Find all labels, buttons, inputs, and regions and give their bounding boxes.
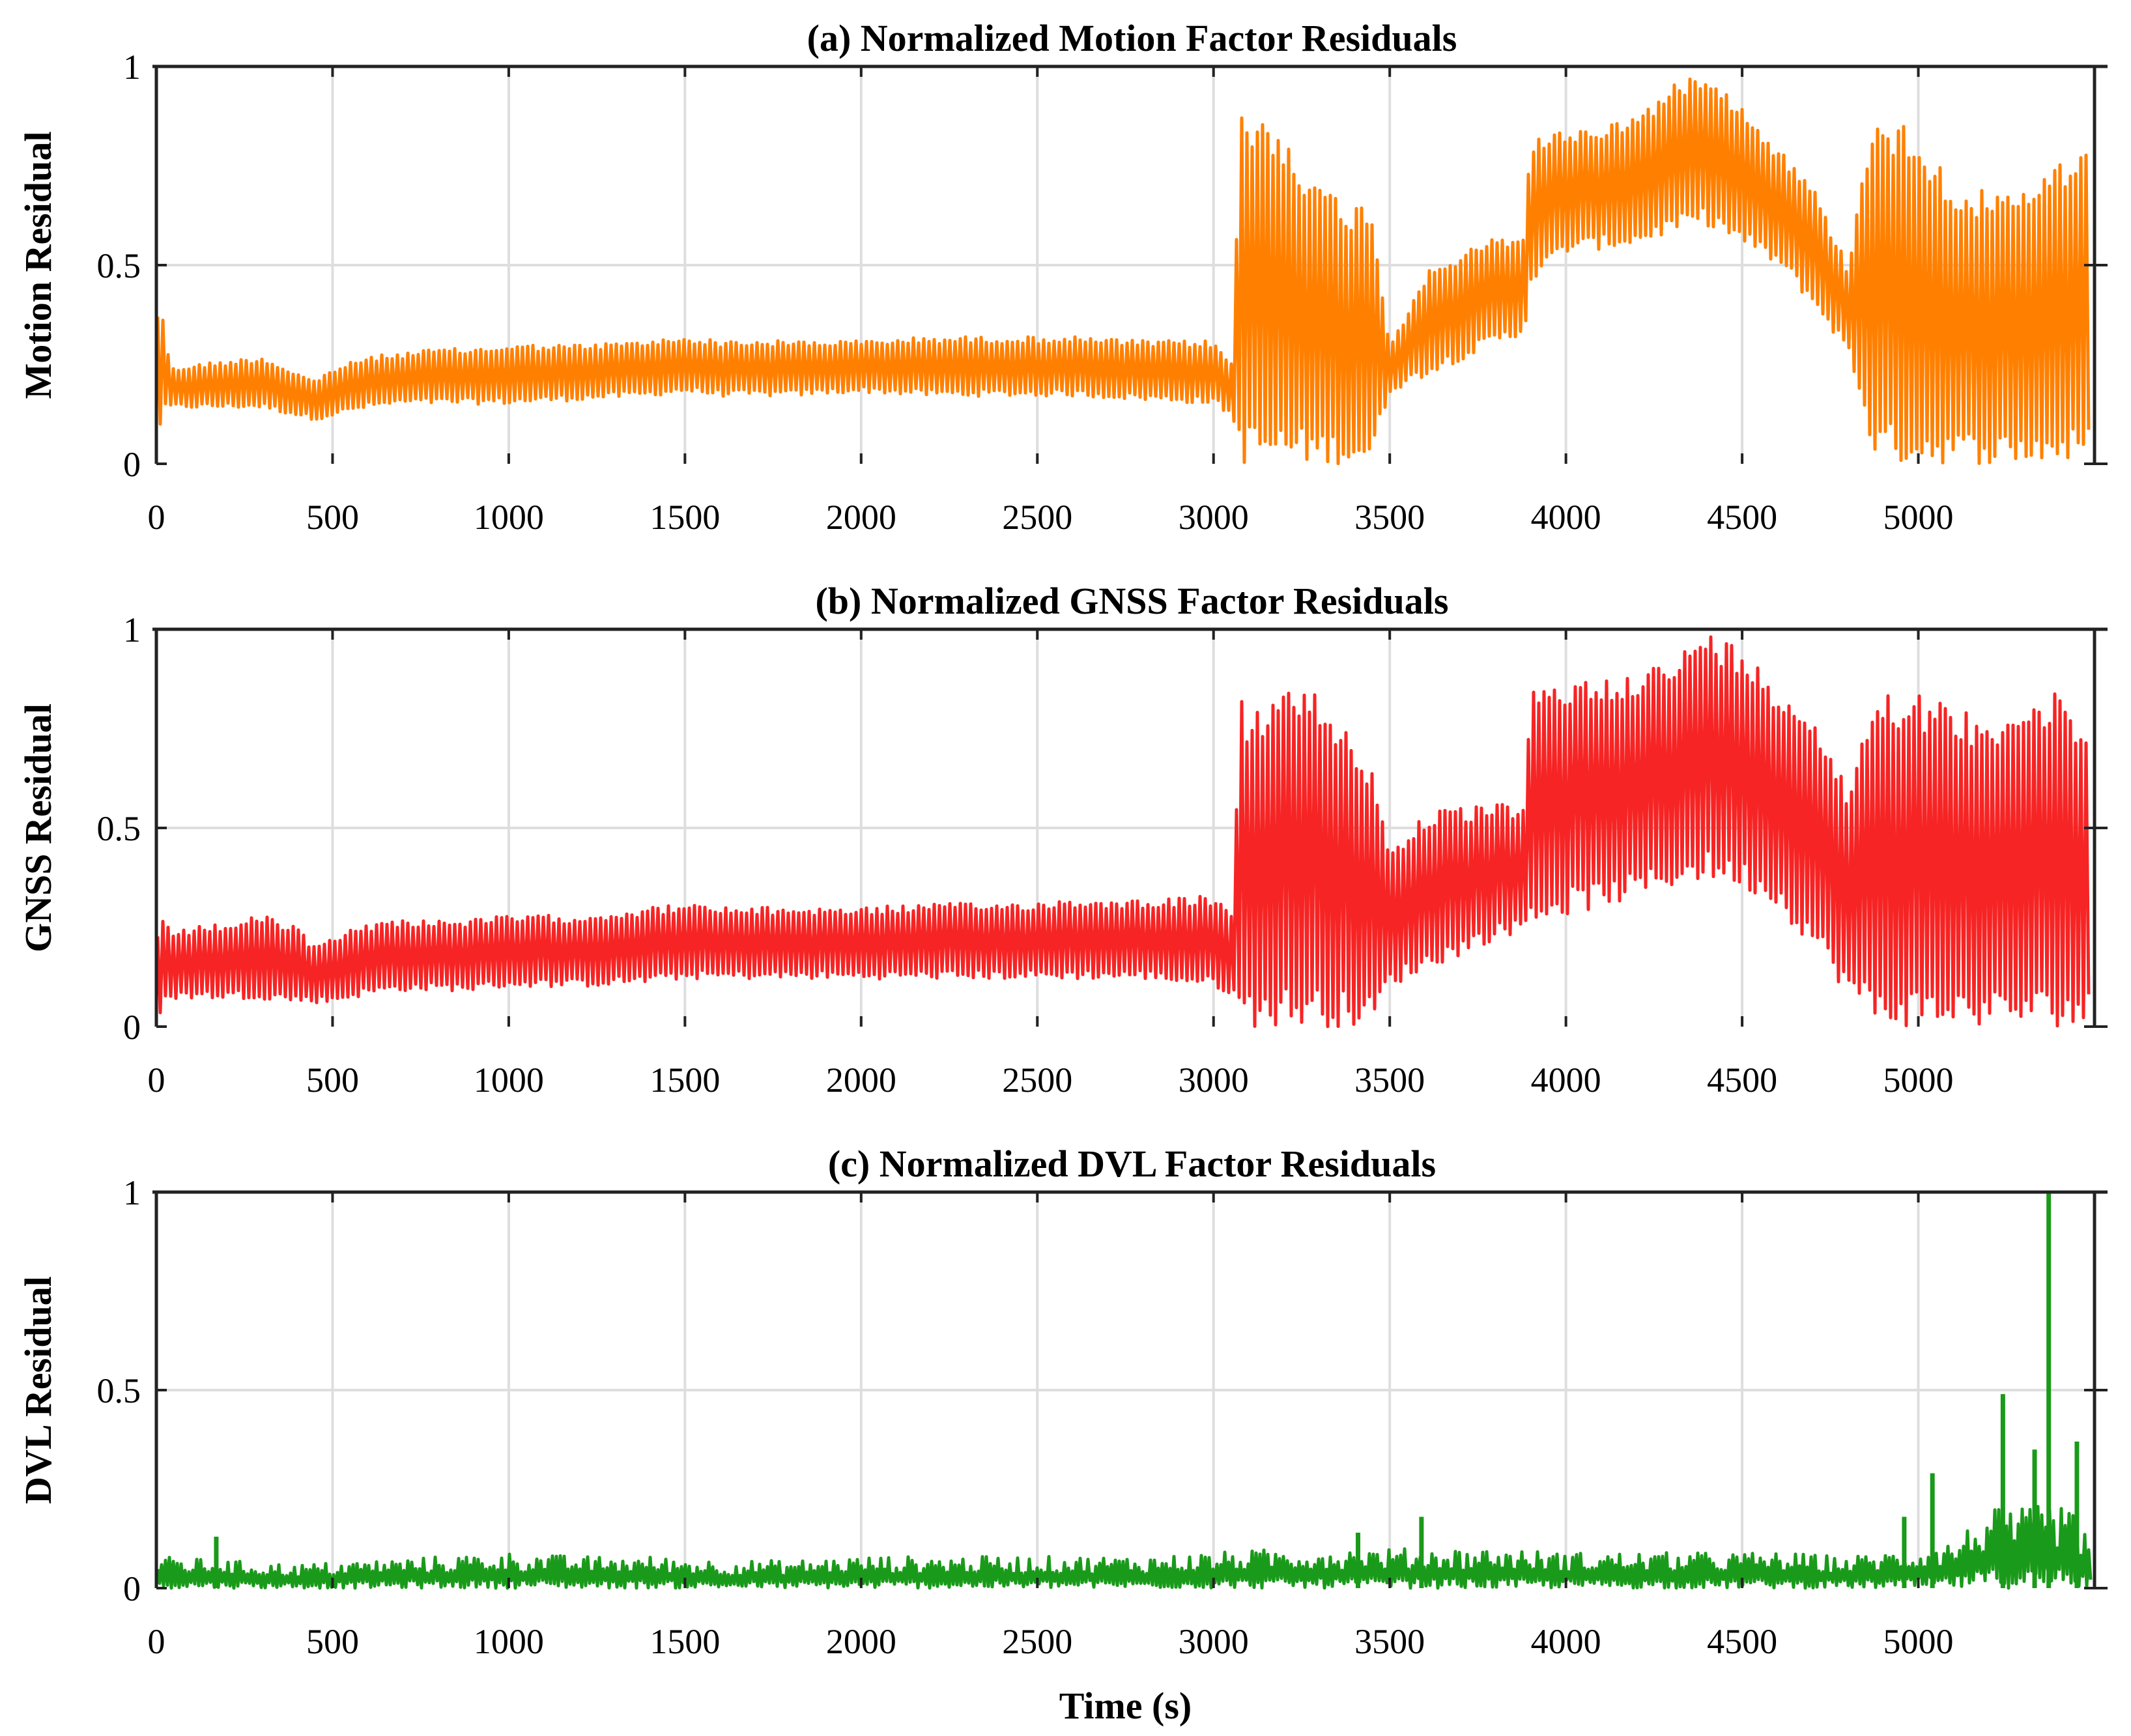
x-tick-label: 1500	[650, 498, 720, 537]
x-tick-label: 3500	[1354, 498, 1425, 537]
series-line-motion-residual	[156, 78, 2091, 466]
x-axis-label: Time (s)	[1059, 1685, 1192, 1727]
x-tick-label: 4500	[1707, 1622, 1777, 1661]
x-tick-label: 1500	[650, 1060, 720, 1100]
y-tick-label: 0.5	[97, 809, 141, 848]
x-tick-label: 2500	[1002, 498, 1072, 537]
x-tick-label: 4500	[1707, 1060, 1777, 1100]
x-tick-label: 3000	[1179, 498, 1249, 537]
x-tick-label: 2000	[826, 1060, 896, 1100]
panel-b: 0 500 1000 1500 2000 2500 3000 3500 4000 4500 5000…	[17, 580, 2108, 1100]
y-tick-label: 1	[123, 610, 141, 649]
x-tick-label: 5000	[1883, 498, 1954, 537]
x-tick-label: 2500	[1002, 1622, 1072, 1661]
panel-title: (a) Normalized Motion Factor Residuals	[807, 17, 1457, 59]
panel-title: (c) Normalized DVL Factor Residuals	[828, 1143, 1436, 1185]
x-tick-label: 2000	[826, 498, 896, 537]
y-tick-label: 1	[123, 1173, 141, 1212]
x-tick-label: 500	[306, 1622, 359, 1661]
x-tick-label: 5000	[1883, 1060, 1954, 1100]
x-tick-label: 4000	[1531, 1060, 1601, 1100]
y-axis-label: Motion Residual	[17, 132, 59, 399]
x-tick-label: 5000	[1883, 1622, 1954, 1661]
y-axis-label: GNSS Residual	[17, 704, 59, 952]
y-axis-label: DVL Residual	[17, 1276, 59, 1504]
y-tick-label: 0	[123, 1569, 141, 1608]
series-line-dvl-residual	[156, 1505, 2093, 1590]
x-tick-label: 2000	[826, 1622, 896, 1661]
y-tick-label: 0.5	[97, 246, 141, 285]
y-tick-label: 0	[123, 445, 141, 484]
x-tick-label: 500	[306, 1060, 359, 1100]
x-tick-label: 2500	[1002, 1060, 1072, 1100]
panel-title: (b) Normalized GNSS Factor Residuals	[815, 580, 1448, 622]
x-tick-label: 1500	[650, 1622, 720, 1661]
x-tick-label: 1000	[474, 498, 544, 537]
x-tick-label: 500	[306, 498, 359, 537]
x-tick-label: 3000	[1179, 1622, 1249, 1661]
x-tick-label: 1000	[474, 1622, 544, 1661]
x-tick-label: 3500	[1354, 1060, 1425, 1100]
y-tick-label: 0	[123, 1008, 141, 1047]
y-tick-label: 0.5	[97, 1371, 141, 1410]
panel-c: 0 500 1000 1500 2000 2500 3000 3500 4000 4500 5000…	[17, 1143, 2108, 1727]
x-tick-label: 0	[148, 1622, 165, 1661]
x-tick-label: 0	[148, 1060, 165, 1100]
panel-a: 0 500 1000 1500 2000 2500 3000 3500 4000 4500 5000…	[17, 17, 2108, 537]
y-tick-label: 1	[123, 48, 141, 87]
x-tick-label: 4000	[1531, 498, 1601, 537]
x-tick-label: 1000	[474, 1060, 544, 1100]
x-tick-label: 0	[148, 498, 165, 537]
x-tick-label: 3000	[1179, 1060, 1249, 1100]
x-tick-label: 4500	[1707, 498, 1777, 537]
x-tick-label: 3500	[1354, 1622, 1425, 1661]
series-line-gnss-residual	[156, 635, 2091, 1029]
x-tick-label: 4000	[1531, 1622, 1601, 1661]
